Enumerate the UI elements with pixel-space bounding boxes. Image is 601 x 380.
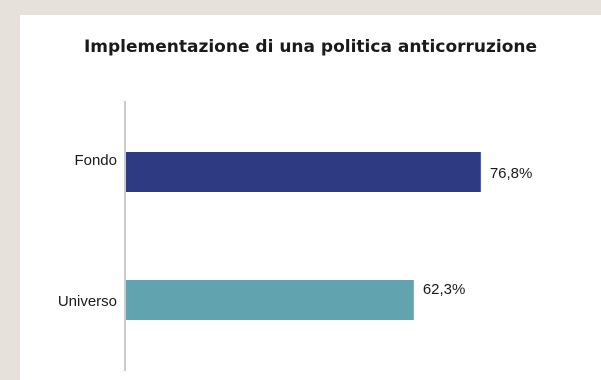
bar-fondo bbox=[126, 152, 481, 192]
value-label-universo: 62,3% bbox=[423, 281, 466, 298]
category-label-universo: Universo bbox=[58, 293, 117, 310]
bar-chart: Fondo 76,8% Universo 62,3% bbox=[58, 101, 533, 371]
bar-universo bbox=[126, 280, 414, 320]
chart-card: Implementazione di una politica anticorr… bbox=[20, 15, 601, 380]
category-label-fondo: Fondo bbox=[74, 152, 117, 169]
value-label-fondo: 76,8% bbox=[490, 165, 533, 182]
chart-title: Implementazione di una politica anticorr… bbox=[83, 37, 538, 57]
